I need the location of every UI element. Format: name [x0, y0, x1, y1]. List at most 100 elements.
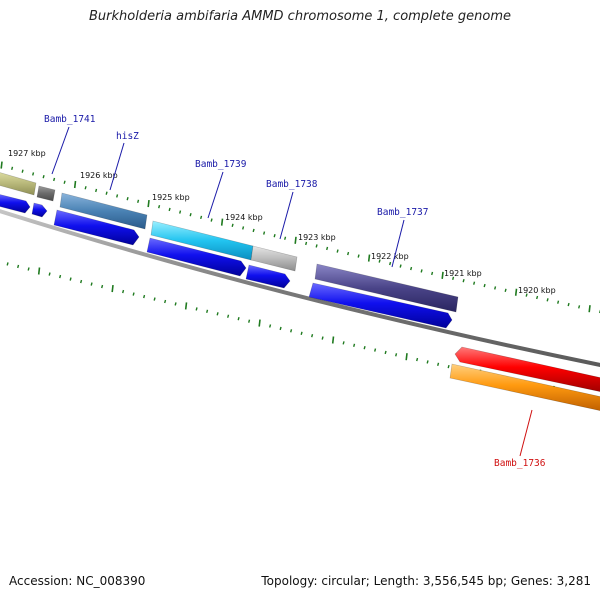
feature-tracks [0, 172, 600, 411]
outer-tick [284, 236, 287, 240]
gene-label-bamb-1738: Bamb_1738 [266, 179, 318, 190]
kbp-label-1920: 1920 kbp [518, 286, 556, 295]
outer-tick [73, 180, 77, 189]
inner-tick [248, 319, 251, 323]
outer-tick [357, 254, 360, 258]
gene-label-bamb-1737: Bamb_1737 [377, 207, 428, 218]
inner-tick [237, 317, 240, 321]
inner-tick [227, 314, 230, 318]
gene-block-khaki [0, 172, 37, 196]
gene-label-hisz: hisZ [116, 131, 139, 142]
inner-tick [122, 289, 125, 294]
inner-tick [195, 307, 198, 311]
outer-tick [252, 228, 255, 233]
inner-tick [164, 299, 167, 304]
inner-tick [80, 279, 83, 284]
gene-block-bamb-1741 [36, 185, 56, 202]
kbp-tick-marks [0, 161, 600, 314]
leader-bamb-1738 [279, 191, 294, 240]
inner-tick [101, 284, 104, 289]
outer-tick [242, 226, 245, 230]
kbp-label-1924: 1924 kbp [225, 213, 263, 222]
outer-tick [525, 293, 528, 297]
inner-tick [206, 309, 209, 314]
inner-tick [143, 294, 146, 299]
inner-tick [384, 350, 387, 355]
accession-text: Accession: NC_008390 [9, 574, 146, 588]
outer-tick [179, 210, 182, 214]
leader-bamb-1737 [391, 219, 405, 268]
cds-arrow-forward-4 [146, 237, 247, 277]
cds-arrow-forward-1 [0, 194, 31, 214]
inner-tick [405, 353, 408, 361]
inner-tick [59, 274, 62, 279]
outer-tick [84, 186, 87, 190]
cds-arrow-forward-6 [308, 282, 453, 329]
inner-tick [321, 336, 324, 340]
inner-tick [132, 292, 135, 296]
inner-tick [216, 312, 219, 316]
gene-block-bamb-1738 [250, 245, 298, 272]
outer-tick [578, 305, 581, 309]
gene-block-bamb-1736 [449, 363, 600, 411]
outer-tick [514, 288, 518, 296]
leader-bamb-1741 [51, 126, 70, 175]
cds-arrow-reverse-bamb-1736 [454, 346, 600, 392]
outer-tick [189, 213, 192, 217]
inner-tick [269, 324, 272, 328]
outer-tick [137, 199, 140, 204]
kbp-label-1923: 1923 kbp [298, 233, 336, 242]
inner-tick [353, 343, 356, 347]
outer-tick [168, 207, 171, 212]
inner-tick [311, 333, 314, 338]
outer-tick [452, 276, 455, 280]
cds-arrow-forward-2 [31, 202, 48, 218]
outer-tick [305, 241, 308, 246]
inner-tick [437, 362, 440, 366]
outer-tick [389, 261, 392, 266]
outer-tick [378, 259, 381, 263]
outer-tick [336, 249, 339, 253]
inner-tick [279, 326, 282, 331]
outer-tick [588, 305, 591, 313]
outer-tick [116, 194, 119, 198]
inner-tick [48, 272, 51, 276]
outer-tick [367, 254, 371, 262]
leader-hisz [109, 142, 125, 191]
outer-tick [410, 266, 413, 271]
outer-tick [210, 218, 213, 222]
inner-tick [111, 284, 114, 293]
leader-bamb-1736 [519, 409, 533, 457]
outer-tick [231, 223, 234, 227]
gene-label-bamb-1741: Bamb_1741 [44, 114, 96, 125]
inner-tick [258, 319, 261, 327]
inner-tick [37, 267, 41, 275]
chromosome-backbone [0, 209, 600, 367]
outer-tick [273, 233, 276, 238]
inner-tick [447, 364, 450, 369]
outer-tick [220, 218, 224, 226]
inner-tick [374, 348, 377, 352]
outer-tick [567, 302, 570, 307]
inner-tick [27, 267, 30, 271]
kbp-label-1921: 1921 kbp [444, 269, 482, 278]
inner-tick [17, 264, 20, 269]
leader-bamb-1739 [207, 171, 224, 219]
inner-tick [153, 297, 156, 301]
kbp-label-1927: 1927 kbp [8, 149, 46, 158]
outer-tick [126, 196, 129, 201]
inner-tick [395, 353, 398, 357]
outer-tick [546, 298, 549, 302]
outer-tick [462, 279, 465, 283]
outer-tick [326, 246, 329, 251]
gene-label-bamb-1739: Bamb_1739 [195, 159, 247, 170]
inner-tick [342, 341, 345, 345]
inner-tick [426, 360, 429, 364]
inner-tick [90, 282, 93, 286]
outer-tick [42, 175, 45, 179]
outer-tick [483, 283, 486, 288]
outer-tick [557, 300, 560, 304]
outer-tick [147, 199, 150, 208]
cds-arrow-forward-5 [245, 264, 291, 289]
